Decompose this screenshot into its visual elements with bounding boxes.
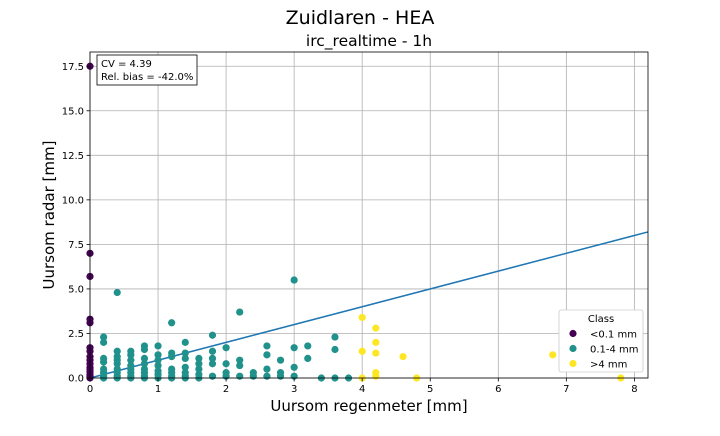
scatter-point-series-1: [100, 338, 108, 346]
scatter-point-series-1: [168, 353, 176, 361]
chart-suptitle: Zuidlaren - HEA: [286, 7, 435, 29]
legend-label: <0.1 mm: [590, 330, 637, 341]
scatter-point-series-1: [127, 356, 135, 364]
scatter-point-series-1: [195, 354, 203, 363]
scatter-point-series-1: [140, 354, 149, 363]
scatter-point-series-1: [263, 342, 271, 350]
scatter-point-series-1: [331, 333, 339, 341]
scatter-point-series-2: [358, 347, 366, 355]
y-tick-label: 5.0: [68, 284, 84, 295]
scatter-point-series-1: [304, 354, 312, 363]
scatter-point-series-1: [181, 363, 189, 371]
plot-frame: [89, 51, 649, 379]
legend-marker: [569, 359, 577, 368]
scatter-point-series-1: [222, 360, 230, 368]
x-tick-label: 4: [359, 384, 365, 395]
x-tick-label: 5: [427, 384, 433, 395]
stats-box: CV = 4.39 Rel. bias = -42.0%: [96, 54, 198, 86]
x-ticks: 0 1 2 3 4 5 6 7 8: [87, 378, 638, 395]
chart-title: irc_realtime - 1h: [306, 32, 432, 51]
scatter-point-series-1: [140, 360, 149, 368]
scatter-point-series-1: [236, 361, 244, 370]
scatter-point-series-1: [249, 372, 257, 380]
legend-marker: [569, 329, 577, 338]
y-ticks: 0.0 2.5 5.0 7.5 10.0 12.5 15.0 17.5: [62, 62, 90, 385]
stats-cv: CV = 4.39: [101, 59, 152, 70]
scatter-point-series-1: [236, 356, 244, 364]
scatter-point-series-1: [168, 319, 176, 327]
scatter-point-series-1: [181, 354, 189, 363]
y-tick-label: 10.0: [62, 195, 84, 206]
scatter-point-series-2: [372, 349, 380, 357]
scatter-point-series-1: [208, 331, 217, 339]
scatter-point-series-1: [154, 351, 162, 359]
scatter-point-series-1: [113, 360, 121, 368]
scatter-point-series-1: [236, 308, 244, 316]
legend-label: >4 mm: [590, 360, 627, 371]
scatter-point-series-1: [304, 342, 312, 350]
scatter-point-series-2: [372, 324, 380, 332]
x-tick-label: 6: [495, 384, 501, 395]
scatter-point-series-1: [113, 288, 121, 297]
x-tick-label: 3: [291, 384, 297, 395]
stats-box-frame: [96, 54, 198, 86]
scatter-point-series-1: [208, 347, 217, 355]
scatter-point-series-1: [195, 365, 203, 373]
scatter-point-series-1: [208, 372, 217, 380]
scatter-point-series-1: [331, 345, 339, 354]
x-tick-label: 8: [631, 384, 637, 395]
scatter-point-series-1: [236, 372, 244, 380]
scatter-point-series-1: [290, 363, 298, 371]
scatter-point-series-1: [263, 351, 271, 359]
y-tick-label: 7.5: [68, 240, 84, 251]
scatter-point-series-1: [208, 354, 217, 363]
scatter-point-series-1: [290, 344, 298, 352]
y-tick-label: 12.5: [62, 151, 84, 162]
scatter-point-series-2: [358, 313, 366, 322]
legend-title: Class: [588, 314, 614, 325]
scatter-point-series-1: [140, 345, 149, 354]
scatter-point-series-1: [113, 347, 121, 355]
scatter-point-series-1: [181, 338, 189, 346]
legend-label: 0.1-4 mm: [590, 345, 639, 356]
stats-bias: Rel. bias = -42.0%: [101, 72, 193, 83]
scatter-point-series-1: [276, 372, 285, 380]
scatter-point-series-2: [372, 372, 380, 380]
x-tick-label: 1: [155, 384, 161, 395]
y-tick-label: 15.0: [62, 106, 84, 117]
x-tick-label: 2: [223, 384, 229, 395]
scatter-point-series-1: [100, 333, 108, 341]
legend-marker: [569, 344, 577, 353]
x-tick-label: 0: [87, 384, 93, 395]
legend: Class <0.1 mm 0.1-4 mm >4 mm: [558, 309, 644, 373]
scatter-point-series-1: [154, 356, 162, 364]
scatter-point-series-1: [127, 351, 135, 359]
x-axis-label: Uursom regenmeter [mm]: [270, 397, 467, 415]
y-tick-label: 2.5: [68, 329, 84, 340]
scatter-point-series-1: [263, 372, 271, 380]
scatter-point-series-1: [100, 358, 108, 366]
scatter-point-series-1: [263, 365, 271, 373]
scatter-point-series-1: [208, 360, 217, 368]
scatter-point-series-2: [372, 338, 380, 346]
scatter-point-series-1: [222, 344, 230, 352]
scatter-point-series-1: [181, 349, 189, 357]
x-tick-label: 7: [563, 384, 569, 395]
scatter-point-series-2: [399, 353, 407, 361]
y-axis-label: Uursom radar [mm]: [40, 141, 58, 290]
scatter-point-series-1: [154, 361, 162, 370]
scatter-point-series-1: [290, 276, 298, 284]
scatter-point-series-1: [195, 360, 203, 368]
scatter-point-series-1: [276, 356, 285, 364]
y-tick-label: 0.0: [68, 374, 84, 385]
scatter-point-series-1: [154, 342, 162, 350]
y-tick-label: 17.5: [62, 62, 84, 73]
scatter-point-series-2: [549, 351, 557, 359]
legend-frame: [558, 309, 644, 373]
legend-entries: <0.1 mm 0.1-4 mm >4 mm: [569, 329, 639, 371]
